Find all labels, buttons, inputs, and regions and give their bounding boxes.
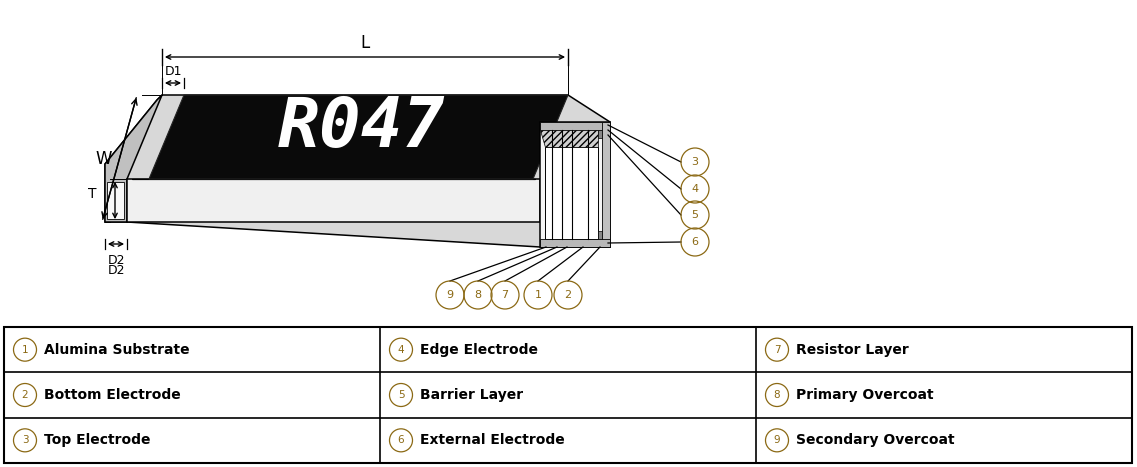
Text: 6: 6 — [691, 237, 698, 247]
Text: 5: 5 — [691, 210, 698, 220]
Text: D2: D2 — [107, 254, 125, 267]
Polygon shape — [105, 95, 161, 222]
Polygon shape — [540, 122, 609, 130]
Text: 8: 8 — [474, 290, 482, 300]
Text: 3: 3 — [691, 157, 698, 167]
Text: T: T — [89, 186, 97, 200]
Text: Top Electrode: Top Electrode — [44, 433, 150, 447]
Text: 7: 7 — [501, 290, 508, 300]
Text: 1: 1 — [22, 345, 28, 354]
Text: Alumina Substrate: Alumina Substrate — [44, 343, 190, 357]
Text: Secondary Overcoat: Secondary Overcoat — [796, 433, 955, 447]
Polygon shape — [540, 130, 598, 147]
Text: W: W — [96, 149, 113, 168]
Polygon shape — [107, 182, 124, 219]
Text: 9: 9 — [773, 435, 780, 446]
Text: 4: 4 — [398, 345, 405, 354]
Text: 2: 2 — [22, 390, 28, 400]
Polygon shape — [598, 130, 601, 138]
Text: 4: 4 — [691, 184, 698, 194]
Text: 9: 9 — [447, 290, 454, 300]
Text: External Electrode: External Electrode — [420, 433, 565, 447]
Text: 7: 7 — [773, 345, 780, 354]
Text: R047: R047 — [277, 93, 445, 161]
Text: 6: 6 — [398, 435, 405, 446]
Polygon shape — [105, 95, 609, 247]
Text: Barrier Layer: Barrier Layer — [420, 388, 523, 402]
Text: 3: 3 — [22, 435, 28, 446]
Polygon shape — [598, 231, 601, 239]
Text: D2: D2 — [107, 264, 125, 277]
Text: D1: D1 — [164, 65, 182, 78]
Text: 5: 5 — [398, 390, 405, 400]
Polygon shape — [127, 179, 540, 222]
Polygon shape — [601, 122, 609, 247]
Text: 1: 1 — [534, 290, 541, 300]
Text: L: L — [360, 34, 370, 52]
Polygon shape — [540, 122, 609, 247]
Polygon shape — [545, 147, 598, 239]
Text: Edge Electrode: Edge Electrode — [420, 343, 538, 357]
Polygon shape — [540, 239, 609, 247]
Text: 2: 2 — [564, 290, 572, 300]
Polygon shape — [149, 95, 568, 179]
Text: 8: 8 — [773, 390, 780, 400]
Text: Resistor Layer: Resistor Layer — [796, 343, 908, 357]
Text: Bottom Electrode: Bottom Electrode — [44, 388, 181, 402]
Text: Primary Overcoat: Primary Overcoat — [796, 388, 933, 402]
